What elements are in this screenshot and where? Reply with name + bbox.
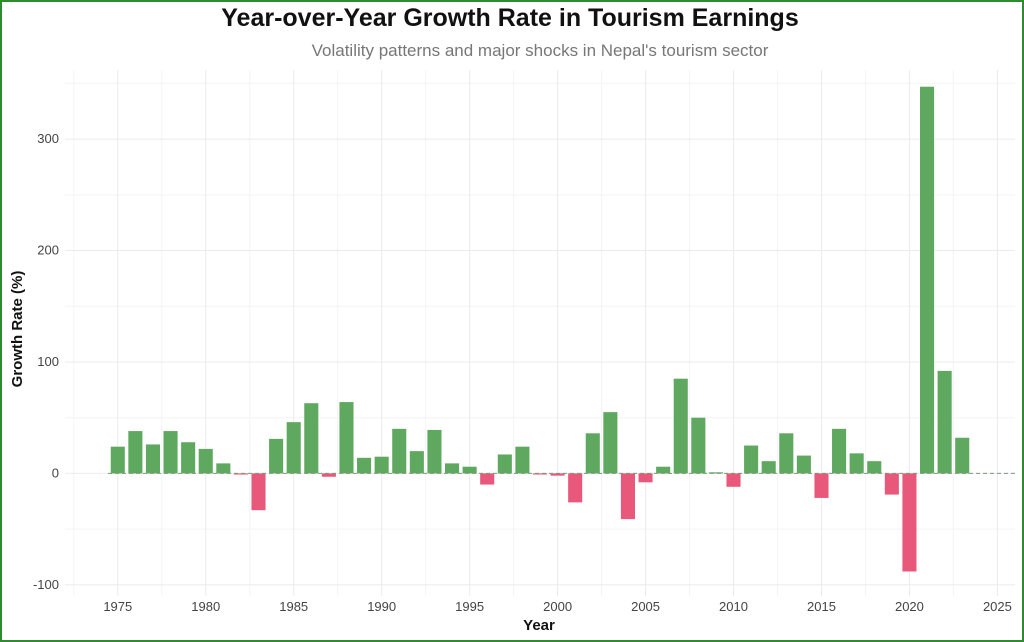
x-tick-label: 2020 [895,599,924,614]
bar-1979 [181,442,196,474]
x-tick-label: 2015 [807,599,836,614]
bar-2006 [656,466,671,474]
bar-1991 [392,428,407,474]
bar-1997 [497,454,512,474]
bar-2008 [691,417,706,474]
bar-1994 [445,463,460,474]
bar-2002 [585,433,600,474]
bar-1998 [515,446,530,474]
bar-2017 [849,453,864,474]
bar-1999 [532,473,548,475]
bar-1990 [374,456,389,474]
bar-2013 [779,433,794,474]
bar-1981 [216,463,231,474]
bar-1985 [286,422,301,474]
bar-2010 [726,473,741,487]
bar-1983 [251,473,266,511]
x-tick-label: 1995 [455,599,484,614]
bar-2014 [796,455,811,474]
bar-1993 [427,429,442,474]
bar-1978 [163,431,178,474]
x-tick-label: 1980 [191,599,220,614]
x-tick-label: 2010 [719,599,748,614]
bar-1976 [128,431,143,474]
bar-1980 [198,448,213,474]
x-tick-label: 2005 [631,599,660,614]
x-axis-ticks: 1975 1980 1985 1990 1995 2000 2005 2010 2015 2020… [103,599,1012,614]
bar-1984 [269,438,284,474]
y-tick-label: 100 [37,354,59,369]
bar-1987 [321,473,336,477]
bar-1975 [110,446,125,474]
x-tick-label: 1990 [367,599,396,614]
bar-2003 [603,412,618,474]
bar-2022 [937,370,952,474]
bar-2015 [814,473,829,498]
bar-2016 [832,428,847,474]
bar-2005 [638,473,653,483]
bar-2001 [568,473,583,503]
x-tick-label: 2025 [983,599,1012,614]
bar-2012 [761,461,776,474]
bar-2019 [884,473,899,495]
bar-2004 [620,473,635,520]
bar-2011 [744,445,759,474]
x-tick-label: 1985 [279,599,308,614]
grid-lines [65,70,1015,596]
x-tick-label: 2000 [543,599,572,614]
bar-2021 [920,86,935,474]
bar-1986 [304,403,319,474]
bar-2009 [708,472,723,474]
bar-1977 [145,444,160,474]
y-axis-title: Growth Rate (%) [9,271,26,388]
bar-1989 [357,457,372,474]
bar-1982 [233,473,248,475]
bar-1996 [480,473,495,485]
bar-2007 [673,378,688,474]
bar-2000 [550,473,565,476]
y-tick-label: 0 [52,465,59,480]
bar-2020 [902,473,917,572]
bar-2023 [955,437,970,474]
bar-1995 [462,466,477,474]
bar-1988 [339,402,354,474]
y-tick-label: 200 [37,243,59,258]
y-tick-label: 300 [37,131,59,146]
x-tick-label: 1975 [103,599,132,614]
y-tick-label: -100 [33,577,59,592]
chart-subtitle: Volatility patterns and major shocks in … [311,41,769,60]
bar-series [110,86,970,572]
chart-title: Year-over-Year Growth Rate in Tourism Ea… [221,4,799,32]
x-axis-title: Year [523,617,555,634]
bar-2018 [867,461,882,474]
y-axis-ticks: -100 0 100 200 300 [33,131,59,592]
bar-1992 [409,451,424,474]
